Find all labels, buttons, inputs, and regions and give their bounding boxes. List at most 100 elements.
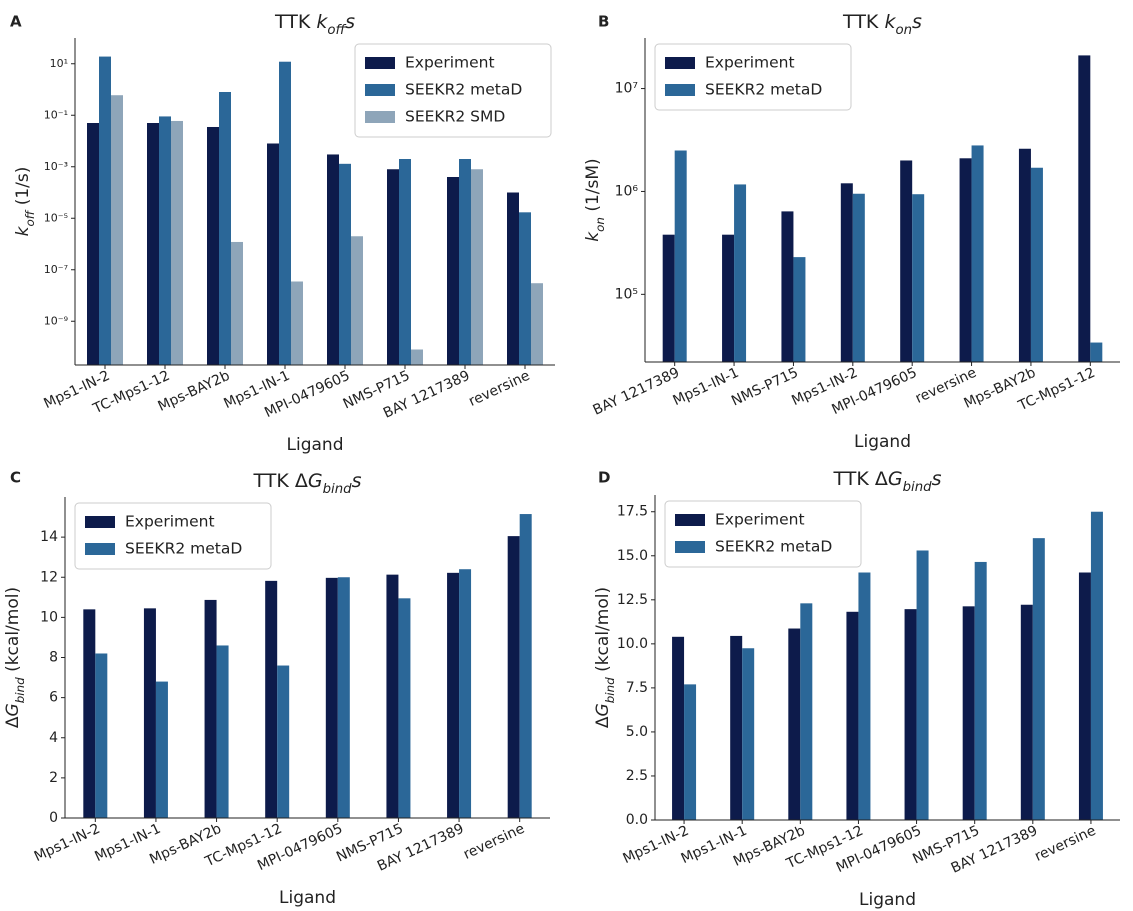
bar xyxy=(1032,538,1045,820)
bar xyxy=(267,143,279,365)
bar xyxy=(662,234,675,362)
y-label-part: k xyxy=(13,225,33,236)
y-tick-label: 10.0 xyxy=(617,636,648,652)
legend: Experiment SEEKR2 metaD xyxy=(664,500,862,568)
y-tick-label: 8 xyxy=(49,650,58,666)
legend: Experiment SEEKR2 metaD SEEKR2 SMD xyxy=(354,43,552,138)
y-tick-label: 2 xyxy=(49,770,58,786)
y-tick-label: 10⁻⁷ xyxy=(44,263,68,276)
bar xyxy=(231,241,243,365)
bar xyxy=(159,116,171,365)
y-label-part: bind xyxy=(13,677,27,703)
chart-title: TTK kons xyxy=(842,11,922,38)
bar xyxy=(781,211,794,362)
bar xyxy=(279,61,291,366)
title-part: G xyxy=(888,468,903,490)
bar xyxy=(962,606,975,820)
legend-frame xyxy=(664,500,862,568)
bar xyxy=(87,123,99,365)
title-part: bind xyxy=(323,482,353,497)
chart-title: TTK ΔGbinds xyxy=(832,468,941,495)
bar xyxy=(959,158,972,362)
y-tick-label: 12 xyxy=(40,569,58,585)
x-tick-label: Mps1-IN-2 xyxy=(32,821,103,865)
y-label-part: on xyxy=(593,217,607,232)
bar xyxy=(351,236,363,365)
legend-swatch xyxy=(365,57,395,69)
legend-label: SEEKR2 metaD xyxy=(125,540,242,558)
bar xyxy=(399,158,411,365)
bar xyxy=(858,572,871,820)
bar xyxy=(83,609,96,818)
x-tick-label: reversine xyxy=(466,368,532,410)
y-tick-label: 15.0 xyxy=(617,548,648,564)
legend: Experiment SEEKR2 metaD xyxy=(74,502,272,570)
y-tick-label: 5.0 xyxy=(626,724,648,740)
y-tick-label: 17.5 xyxy=(617,504,648,520)
y-tick-label: 2.5 xyxy=(626,768,648,784)
bar xyxy=(672,636,685,820)
legend-swatch xyxy=(365,84,395,96)
bar xyxy=(111,95,123,365)
y-tick-label: 7.5 xyxy=(626,680,648,696)
y-tick-label: 10¹ xyxy=(50,57,68,70)
x-tick-label: Mps1-IN-1 xyxy=(671,365,742,409)
title-part: off xyxy=(327,23,346,38)
y-axis-label: ΔGbind (kcal/mol) xyxy=(593,587,617,728)
bar xyxy=(143,608,156,818)
bar xyxy=(411,349,423,365)
bar xyxy=(519,514,532,818)
bar xyxy=(974,561,987,820)
bar xyxy=(171,120,183,366)
panel-label: C xyxy=(10,469,21,487)
bar xyxy=(325,577,338,818)
bar xyxy=(155,681,168,818)
legend-frame xyxy=(354,43,552,138)
bar xyxy=(339,163,351,365)
y-tick-label: 10⁻¹ xyxy=(44,108,68,121)
bar xyxy=(730,635,743,820)
bar xyxy=(793,257,806,362)
y-label-part: G xyxy=(3,703,23,716)
title-part: TTK xyxy=(274,11,316,33)
panel-label: A xyxy=(10,13,22,31)
legend-label: SEEKR2 metaD xyxy=(405,81,522,99)
bar xyxy=(1078,572,1091,820)
bar xyxy=(219,91,231,366)
title-part: TTK Δ xyxy=(832,468,887,490)
legend-swatch xyxy=(85,516,115,528)
legend-swatch xyxy=(365,111,395,123)
chart-title: TTK ΔGbinds xyxy=(252,470,361,497)
bar xyxy=(386,574,399,818)
x-tick-label: Mps1-IN-2 xyxy=(621,823,692,867)
bar xyxy=(337,577,350,818)
y-label-part: k xyxy=(583,231,603,242)
y-label-part: G xyxy=(593,703,613,716)
y-label-part: (1/s) xyxy=(13,167,33,211)
bar xyxy=(99,56,111,366)
bar xyxy=(1018,148,1031,362)
bar xyxy=(277,665,290,818)
legend: Experiment SEEKR2 metaD xyxy=(654,43,852,111)
bar xyxy=(800,603,813,820)
bar xyxy=(291,281,303,365)
y-tick-label: 10⁷ xyxy=(615,81,638,97)
legend-label: Experiment xyxy=(705,54,795,72)
x-tick-label: BAY 1217389 xyxy=(591,365,682,419)
y-axis-label: koff (1/s) xyxy=(13,167,37,237)
legend-frame xyxy=(74,502,272,570)
title-part: G xyxy=(308,470,323,492)
legend-label: SEEKR2 metaD xyxy=(705,81,822,99)
bar xyxy=(447,176,459,365)
panel-label: D xyxy=(598,469,610,487)
title-part: k xyxy=(316,11,328,33)
legend-label: Experiment xyxy=(715,511,805,529)
bar xyxy=(971,145,984,362)
x-axis-label: Ligand xyxy=(854,432,911,452)
title-part: k xyxy=(884,11,896,33)
bar xyxy=(840,183,853,362)
bar xyxy=(459,158,471,365)
